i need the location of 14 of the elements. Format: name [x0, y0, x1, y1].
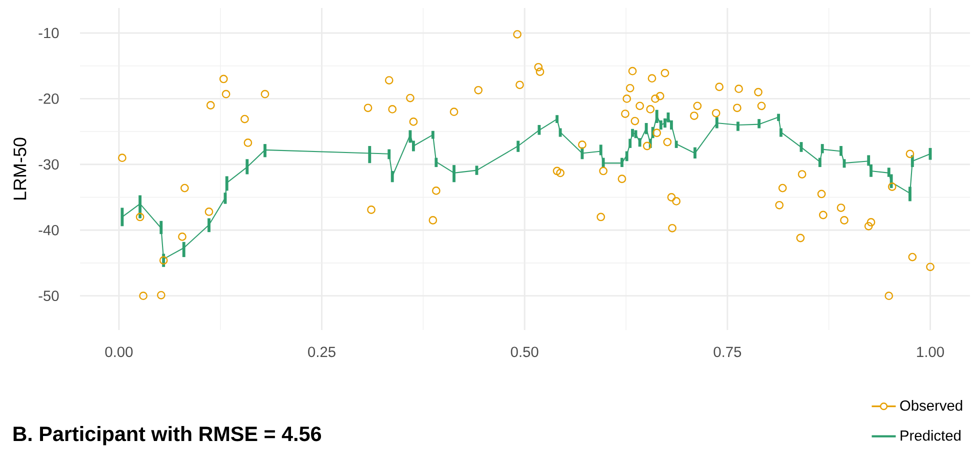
y-tick-label: -50	[38, 290, 59, 302]
y-tick-label: -40	[38, 224, 59, 236]
legend-label: Predicted	[900, 430, 960, 441]
x-tick-label: 0.25	[308, 346, 336, 358]
y-tick-label: -20	[38, 94, 59, 104]
y-tick-label: -30	[38, 159, 59, 170]
y-axis-title: LRM-50	[14, 138, 26, 200]
text: B. Participant with RMSE = 4.56	[14, 426, 322, 446]
x-tick-label: 1.00	[917, 346, 944, 358]
x-tick-label: 0.00	[105, 346, 133, 358]
x-tick-label: 0.50	[510, 346, 538, 358]
legend-label: Observed	[900, 400, 962, 411]
y-tick-label: -10	[38, 28, 59, 38]
x-tick-label: 0.75	[714, 346, 742, 358]
